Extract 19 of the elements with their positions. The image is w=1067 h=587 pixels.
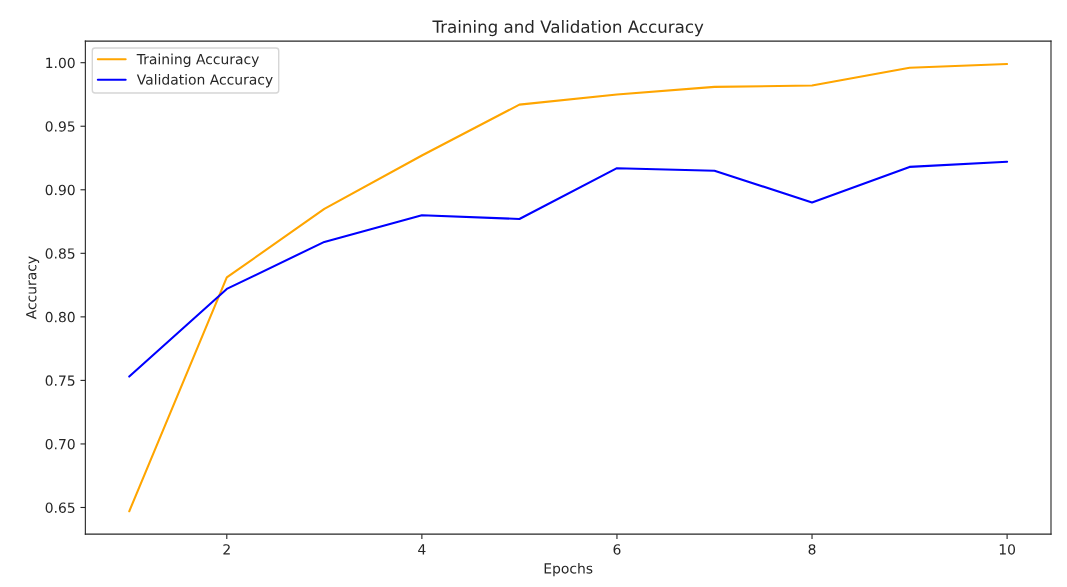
y-tick-label: 0.70 <box>45 438 75 450</box>
legend-label: Validation Accuracy <box>136 73 273 88</box>
y-tick-label: 0.75 <box>45 375 75 386</box>
y-tick-label: 0.65 <box>45 502 75 513</box>
x-tick-label: 6 <box>613 544 621 555</box>
y-tick-label: 0.95 <box>45 121 75 132</box>
y-tick-label: 0.80 <box>45 311 75 323</box>
line-series <box>128 160 1009 378</box>
x-axis-title: Epochs <box>544 562 593 577</box>
x-tick-label: 10 <box>999 544 1016 555</box>
x-tick-label: 8 <box>808 544 816 555</box>
y-tick-label: 0.90 <box>45 184 75 196</box>
x-tick-label: 4 <box>418 544 426 555</box>
y-tick-label: 0.85 <box>45 248 75 259</box>
y-axis-title: Accuracy <box>26 256 40 320</box>
y-tick-label: 1.00 <box>46 57 75 69</box>
chart-title: Training and Validation Accuracy <box>432 20 704 37</box>
legend-label: Training Accuracy <box>136 53 259 68</box>
x-tick-label: 2 <box>223 544 230 555</box>
